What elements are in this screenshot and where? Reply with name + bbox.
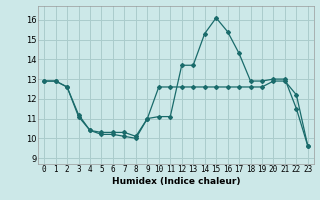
X-axis label: Humidex (Indice chaleur): Humidex (Indice chaleur) [112, 177, 240, 186]
